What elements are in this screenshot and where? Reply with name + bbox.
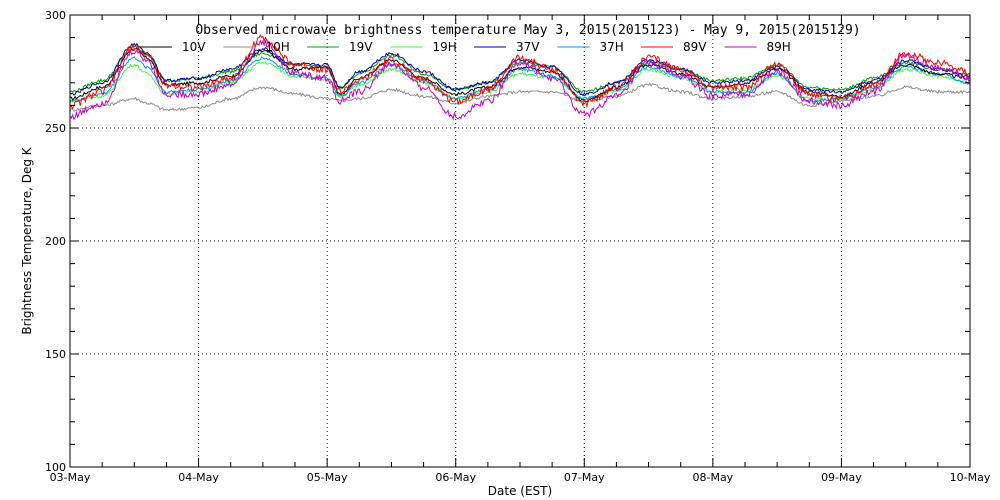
y-tick-label: 100 (45, 461, 66, 474)
series-line-19h (69, 61, 971, 104)
x-tick-labels: 03-May 04-May 05-May 06-May 07-May 08-May 09-M… (50, 471, 991, 484)
legend-label-19h: 19H (433, 40, 457, 54)
y-tick-label: 250 (45, 122, 66, 135)
legend-label-37h: 37H (600, 40, 624, 54)
series-line-37h (69, 56, 971, 103)
series-line-10h (69, 82, 971, 112)
legend-label-10v: 10V (182, 40, 206, 54)
x-tick-label: 09-May (821, 471, 862, 484)
axis-ticks (69, 14, 971, 468)
series-lines (69, 33, 971, 121)
y-tick-label: 150 (45, 348, 66, 361)
series-line-10v (69, 47, 971, 103)
legend-label-37v: 37V (516, 40, 540, 54)
y-tick-label: 200 (45, 235, 66, 248)
legend-label-19v: 19V (349, 40, 373, 54)
x-tick-label: 04-May (178, 471, 219, 484)
legend-label-89h: 89H (767, 40, 791, 54)
chart-title: Observed microwave brightness temperatur… (195, 23, 860, 38)
x-tick-label: 03-May (50, 471, 91, 484)
legend-label-10h: 10H (266, 40, 290, 54)
y-tick-label: 300 (45, 9, 66, 22)
grid-lines (70, 15, 970, 467)
x-tick-label: 06-May (435, 471, 476, 484)
legend-label-89v: 89V (683, 40, 707, 54)
x-tick-label: 07-May (564, 471, 605, 484)
x-tick-label: 05-May (307, 471, 348, 484)
y-tick-labels: 100 150 200 250 300 (45, 9, 66, 474)
x-tick-label: 08-May (692, 471, 733, 484)
y-axis-label: Brightness Temperature, Deg K (20, 146, 34, 334)
series-line-89h (69, 39, 971, 121)
series-line-89v (69, 33, 971, 110)
x-tick-label: 10-May (950, 471, 991, 484)
legend: 10V 10H 19V 19H 37V 37H 89V 89H (140, 40, 791, 54)
x-axis-label: Date (EST) (488, 484, 552, 498)
